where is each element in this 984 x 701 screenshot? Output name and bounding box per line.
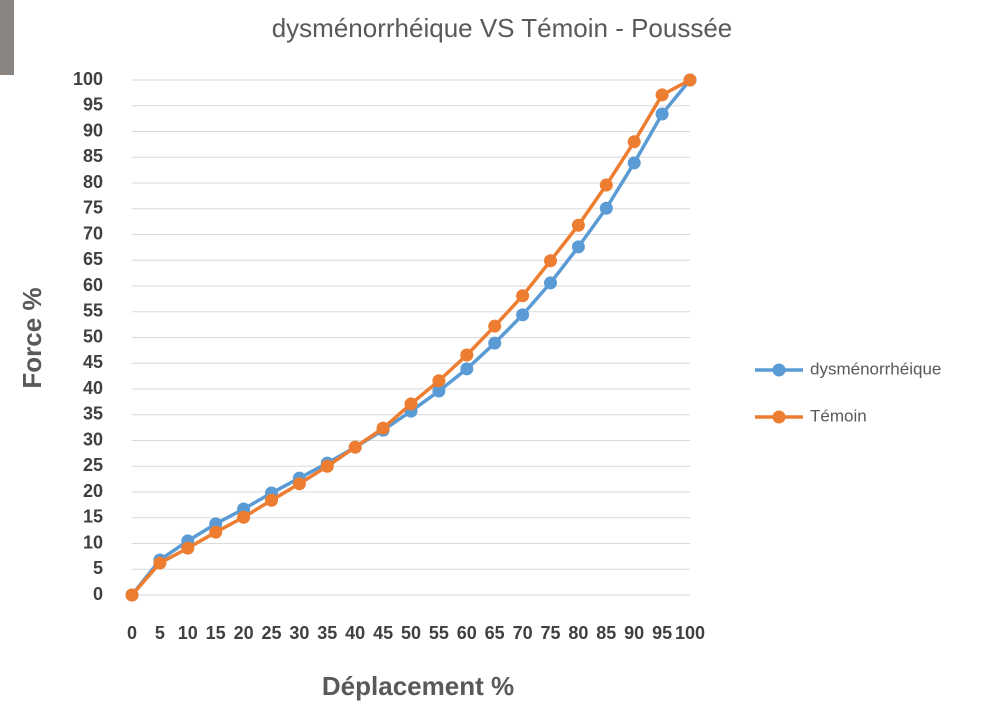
data-point [181,542,194,555]
chart-title: dysménorrhéique VS Témoin - Poussée [272,13,733,43]
legend-label: Témoin [810,406,867,425]
data-point [544,254,557,267]
chart: dysménorrhéique VS Témoin - Poussée Dépl… [0,0,984,701]
x-tick-label: 45 [373,623,393,643]
edge-artifact [0,0,14,75]
data-point [432,374,445,387]
x-tick-label: 100 [675,623,705,643]
x-tick-label: 10 [178,623,198,643]
data-point [321,460,334,473]
x-tick-label: 90 [624,623,644,643]
x-tick-label: 40 [345,623,365,643]
data-point [600,179,613,192]
y-tick-label: 55 [83,301,103,321]
data-point [349,441,362,454]
y-tick-label: 0 [93,584,103,604]
data-point [656,107,669,120]
y-tick-label: 5 [93,558,103,578]
y-tick-label: 15 [83,507,103,527]
x-tick-label: 95 [652,623,672,643]
x-tick-label: 75 [540,623,560,643]
x-tick-label: 35 [317,623,337,643]
x-tick-label: 85 [596,623,616,643]
data-point [516,308,529,321]
y-tick-label: 10 [83,532,103,552]
x-tick-label: 5 [155,623,165,643]
x-tick-label: 70 [513,623,533,643]
y-tick-label: 60 [83,275,103,295]
x-tick-label: 60 [457,623,477,643]
data-point [488,320,501,333]
data-point [516,289,529,302]
page: dysménorrhéique VS Témoin - Poussée Dépl… [0,0,984,701]
y-tick-label: 75 [83,198,103,218]
y-tick-label: 90 [83,120,103,140]
data-point [265,494,278,507]
data-point [628,156,641,169]
data-point [153,557,166,570]
legend-marker [773,364,786,377]
data-point [405,397,418,410]
data-point [460,362,473,375]
data-point [377,422,390,435]
x-tick-label: 15 [206,623,226,643]
x-tick-label: 50 [401,623,421,643]
data-point [684,74,697,87]
y-tick-label: 100 [73,69,103,89]
legend-label: dysménorrhéique [810,359,941,378]
x-tick-label: 25 [261,623,281,643]
y-tick-label: 20 [83,481,103,501]
x-tick-label: 0 [127,623,137,643]
data-point [209,526,222,539]
data-point [572,240,585,253]
data-point [460,349,473,362]
data-point [656,88,669,101]
x-tick-label: 30 [289,623,309,643]
data-point [237,511,250,524]
data-point [628,135,641,148]
x-tick-label: 55 [429,623,449,643]
y-tick-label: 85 [83,146,103,166]
y-tick-label: 45 [83,352,103,372]
x-tick-label: 80 [568,623,588,643]
legend-marker [773,411,786,424]
data-point [544,276,557,289]
y-tick-label: 80 [83,172,103,192]
data-point [293,477,306,490]
y-tick-label: 30 [83,429,103,449]
y-tick-label: 50 [83,326,103,346]
y-tick-label: 65 [83,249,103,269]
data-point [572,219,585,232]
y-tick-label: 25 [83,455,103,475]
y-tick-label: 35 [83,404,103,424]
y-tick-label: 40 [83,378,103,398]
x-tick-label: 20 [234,623,254,643]
x-axis-title: Déplacement % [322,671,514,701]
y-tick-label: 95 [83,95,103,115]
x-tick-label: 65 [485,623,505,643]
y-axis-title: Force % [17,287,47,388]
y-tick-label: 70 [83,223,103,243]
data-point [600,202,613,215]
data-point [126,589,139,602]
data-point [488,337,501,350]
